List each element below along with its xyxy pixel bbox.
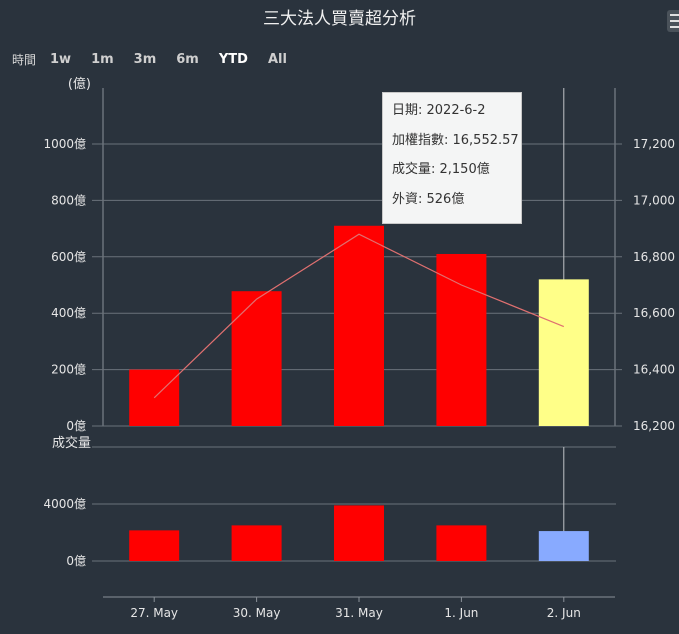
volume-bar [231, 525, 282, 561]
tooltip-index: 加權指數: 16,552.57 [392, 132, 519, 148]
left-y-tick-label: 800億 [51, 193, 86, 207]
x-tick-label: 1. Jun [444, 606, 478, 620]
left-y-tick-label: 0億 [66, 419, 86, 433]
x-tick-label: 31. May [335, 606, 383, 620]
range-button-1m[interactable]: 1m [91, 52, 114, 67]
volume-bar [436, 525, 487, 561]
range-button-6m[interactable]: 6m [176, 52, 199, 67]
range-selector: 時間 1w 1m 3m 6m YTD All [12, 51, 307, 68]
right-y-tick-label: 16,200 [633, 419, 675, 433]
main-bar [231, 291, 282, 426]
menu-icon[interactable] [667, 10, 679, 32]
left-y-tick-label: 1000億 [43, 137, 86, 151]
left-y-tick-label: 600億 [51, 250, 86, 264]
range-button-1w[interactable]: 1w [50, 52, 72, 67]
tooltip-volume: 成交量: 2,150億 [392, 162, 490, 177]
range-selector-label: 時間 [12, 53, 37, 67]
right-y-tick-label: 16,400 [633, 363, 675, 377]
main-bar [334, 225, 384, 426]
left-y-tick-label: 200億 [51, 363, 86, 377]
index-line [153, 233, 565, 399]
right-y-tick-label: 16,800 [633, 250, 675, 264]
volume-bar [334, 505, 384, 561]
tooltip-foreign: 外資: 526億 [392, 191, 465, 207]
left-axis-title: (億) [68, 76, 91, 92]
range-button-3m[interactable]: 3m [133, 52, 157, 67]
main-bar [436, 253, 487, 426]
tooltip: 日期: 2022-6-2 加權指數: 16,552.57 成交量: 2,150億… [382, 92, 522, 224]
right-y-tick-label: 17,000 [633, 193, 675, 207]
right-y-tick-label: 16,600 [633, 306, 675, 320]
range-button-all[interactable]: All [267, 52, 287, 67]
x-tick-label: 30. May [233, 606, 281, 620]
chart-title: 三大法人買賣超分析 [263, 9, 416, 29]
range-button-ytd[interactable]: YTD [218, 52, 248, 67]
tooltip-date: 日期: 2022-6-2 [392, 103, 486, 118]
volume-y-tick-label: 0億 [66, 554, 86, 568]
x-tick-label: 2. Jun [547, 606, 581, 620]
right-y-tick-label: 17,200 [633, 137, 675, 151]
left-y-tick-label: 400億 [51, 306, 86, 320]
main-bar [538, 279, 589, 426]
volume-axis-title: 成交量 [52, 435, 91, 451]
volume-y-tick-label: 4000億 [43, 497, 86, 511]
volume-bar [538, 531, 589, 561]
x-tick-label: 27. May [130, 606, 178, 620]
volume-bar [129, 530, 180, 561]
